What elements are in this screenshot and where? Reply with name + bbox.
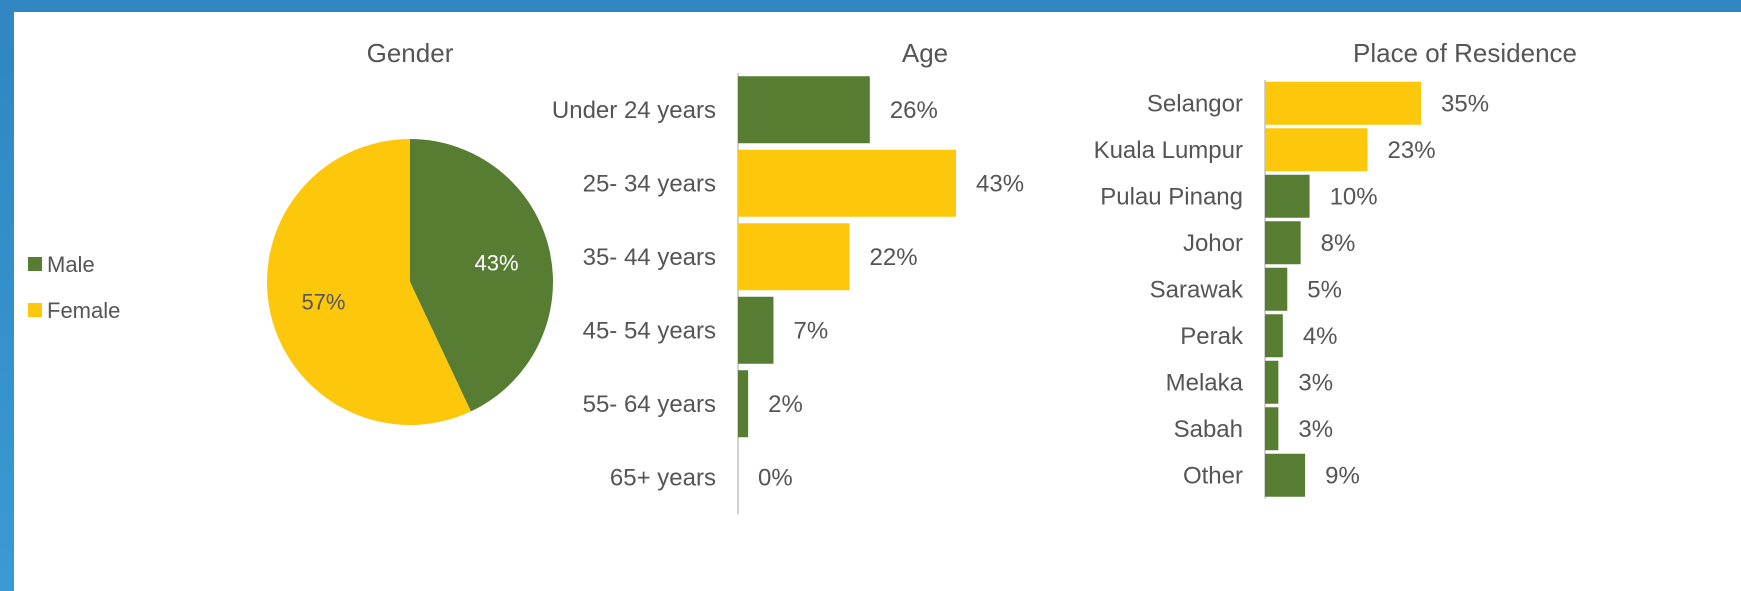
residence-category-label-other: Other: [1183, 462, 1243, 489]
residence-value-label-johor: 8%: [1321, 230, 1356, 257]
residence-category-label-johor: Johor: [1183, 230, 1243, 257]
residence-value-label-perak: 4%: [1303, 323, 1338, 350]
age-bar-45-54-years: [738, 296, 774, 364]
residence-bar-chart: Place of Residence Selangor 35% Kuala Lump…: [1094, 38, 1577, 499]
pie-slice-female: [266, 139, 471, 426]
age-value-label-65-years: 0%: [758, 464, 793, 491]
age-category-label-65-years: 65+ years: [610, 464, 716, 491]
residence-bar-sabah: [1265, 407, 1279, 451]
residence-category-label-perak: Perak: [1180, 323, 1244, 350]
residence-bar-selangor: [1265, 81, 1421, 125]
residence-value-label-sarawak: 5%: [1307, 276, 1342, 303]
residence-category-label-sarawak: Sarawak: [1150, 276, 1244, 303]
legend-label-female: Female: [47, 298, 120, 323]
age-category-label-45-54-years: 45- 54 years: [583, 317, 716, 344]
pie-slice-label-female: 57%: [301, 289, 345, 314]
residence-bar-kuala-lumpur: [1265, 128, 1368, 172]
age-bar-chart: Age Under 24 years 26% 25- 34 years 43% 35- …: [552, 38, 1024, 514]
residence-chart-title: Place of Residence: [1353, 38, 1577, 68]
age-category-label-55-64-years: 55- 64 years: [583, 391, 716, 418]
residence-value-label-sabah: 3%: [1298, 416, 1333, 443]
age-bar-25-34-years: [738, 149, 956, 217]
age-category-label-35-44-years: 35- 44 years: [583, 244, 716, 271]
age-value-label-under-24-years: 26%: [890, 97, 938, 124]
gender-pie-chart: Gender 43% 57% Male Female: [28, 38, 553, 426]
residence-category-label-selangor: Selangor: [1147, 90, 1243, 117]
pie-slice-label-male: 43%: [475, 251, 519, 276]
age-bar-under-24-years: [738, 76, 870, 144]
age-bars: Under 24 years 26% 25- 34 years 43% 35- 44 y…: [552, 73, 1024, 514]
age-category-label-under-24-years: Under 24 years: [552, 97, 716, 124]
residence-bar-pulau-pinang: [1265, 174, 1310, 218]
residence-bar-melaka: [1265, 360, 1279, 404]
residence-category-label-kuala-lumpur: Kuala Lumpur: [1094, 137, 1243, 164]
age-value-label-25-34-years: 43%: [976, 170, 1024, 197]
age-category-label-25-34-years: 25- 34 years: [583, 170, 716, 197]
residence-category-label-melaka: Melaka: [1166, 369, 1244, 396]
age-bar-35-44-years: [738, 223, 850, 291]
age-value-label-35-44-years: 22%: [870, 244, 918, 271]
pie-slices: 43% 57%: [266, 139, 553, 426]
legend-swatch-male: [28, 257, 42, 271]
residence-bar-sarawak: [1265, 267, 1288, 311]
pie-slice-male: [410, 139, 553, 412]
age-bar-55-64-years: [738, 370, 749, 438]
age-value-label-45-54-years: 7%: [793, 317, 828, 344]
age-value-label-55-64-years: 2%: [768, 391, 803, 418]
age-chart-title: Age: [902, 38, 948, 68]
residence-category-label-sabah: Sabah: [1174, 416, 1243, 443]
residence-bar-perak: [1265, 314, 1283, 358]
residence-value-label-selangor: 35%: [1441, 90, 1489, 117]
residence-category-label-pulau-pinang: Pulau Pinang: [1100, 183, 1243, 210]
residence-bar-other: [1265, 453, 1306, 497]
residence-value-label-melaka: 3%: [1298, 369, 1333, 396]
residence-bar-johor: [1265, 221, 1301, 265]
legend-label-male: Male: [47, 252, 95, 277]
residence-value-label-pulau-pinang: 10%: [1330, 183, 1378, 210]
legend-swatch-female: [28, 303, 42, 317]
residence-bars: Selangor 35% Kuala Lumpur 23% Pulau Pinang 10…: [1094, 80, 1489, 499]
residence-value-label-kuala-lumpur: 23%: [1388, 137, 1436, 164]
residence-value-label-other: 9%: [1325, 462, 1360, 489]
pie-legend: Male Female: [28, 252, 120, 323]
gender-chart-title: Gender: [367, 38, 454, 68]
